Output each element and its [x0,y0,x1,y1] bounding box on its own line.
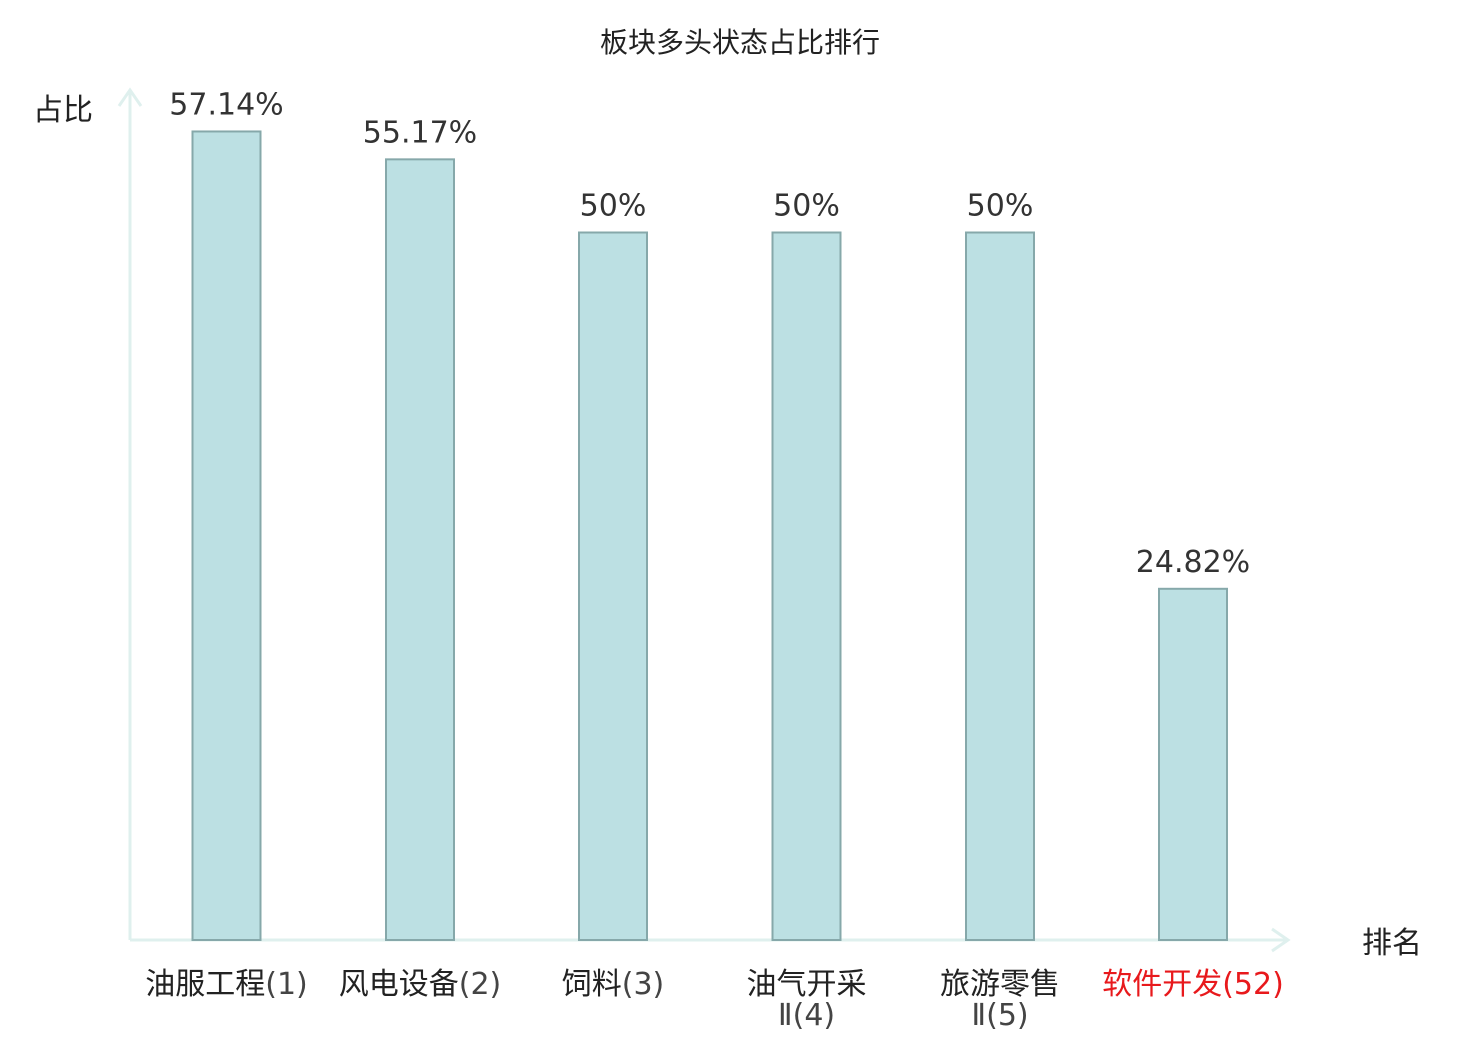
category-rank: (5) [986,998,1029,1033]
value-label-1: 57.14% [169,87,283,122]
value-label-2: 55.17% [363,115,477,150]
bar-4 [771,231,842,941]
x-axis-arrow [1271,927,1291,953]
bar-6 [1158,587,1228,941]
category-label-4: 油气开采 [747,967,867,1002]
category-name-suffix: Ⅱ [971,998,986,1033]
value-label-4: 50% [773,189,840,224]
category-rank: (3) [622,967,665,1002]
y-axis-arrow [117,87,143,107]
category-name: 风电设备 [339,967,459,1002]
value-label-6: 24.82% [1136,545,1250,580]
category-name: 油气开采 [747,967,867,1002]
x-axis-label: 排名 [1362,926,1422,961]
category-name: 油服工程 [145,967,265,1002]
category-label-5: 旅游零售 [940,967,1060,1002]
category-rank: (4) [793,998,836,1033]
category-rank: (2) [459,967,502,1002]
category-label-line2-4: Ⅱ(4) [778,998,835,1033]
category-name: 软件开发 [1102,967,1222,1002]
category-name-suffix: Ⅱ [778,998,793,1033]
bar-2 [385,158,455,942]
value-label-3: 50% [580,189,647,224]
category-name: 旅游零售 [940,967,1060,1002]
category-label-3: 饲料(3) [562,967,665,1002]
category-rank: (52) [1222,967,1284,1002]
bar-3 [578,231,648,941]
category-name: 饲料 [562,967,622,1002]
category-label-2: 风电设备(2) [339,967,502,1002]
category-label-6: 软件开发(52) [1102,967,1284,1002]
chart-title: 板块多头状态占比排行 [600,26,880,59]
bar-5 [965,231,1035,941]
category-label-1: 油服工程(1) [145,967,308,1002]
value-label-5: 50% [967,189,1034,224]
category-label-line2-5: Ⅱ(5) [971,998,1028,1033]
y-axis-label: 占比 [33,93,93,128]
bar-1 [191,130,262,941]
category-rank: (1) [265,967,308,1002]
